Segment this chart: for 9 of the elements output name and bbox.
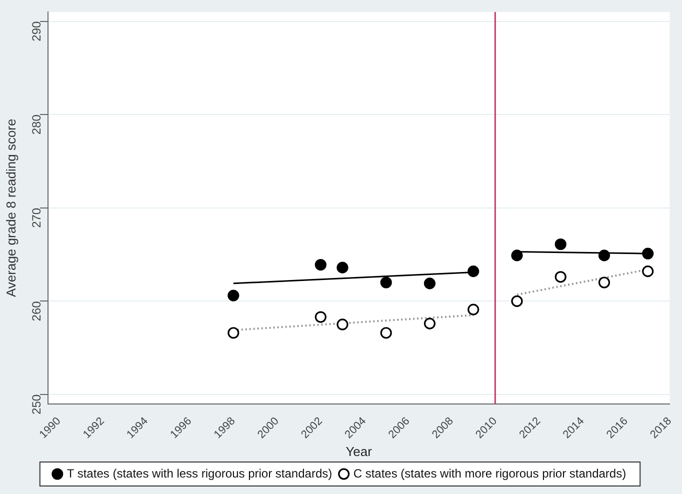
y-tick-label: 270 [29,208,44,228]
y-axis-title: Average grade 8 reading score [3,118,18,298]
legend-label: T states (states with less rigorous prior standards) [66,466,332,480]
y-tick-label: 250 [29,394,44,414]
y-tick-label: 260 [29,300,44,322]
y-tick-label: 290 [29,21,44,42]
legend-label: C states (states with more rigorous prior standards) [353,466,626,480]
y-tick-label: 280 [29,114,44,135]
x-axis-title: Year [346,444,373,459]
